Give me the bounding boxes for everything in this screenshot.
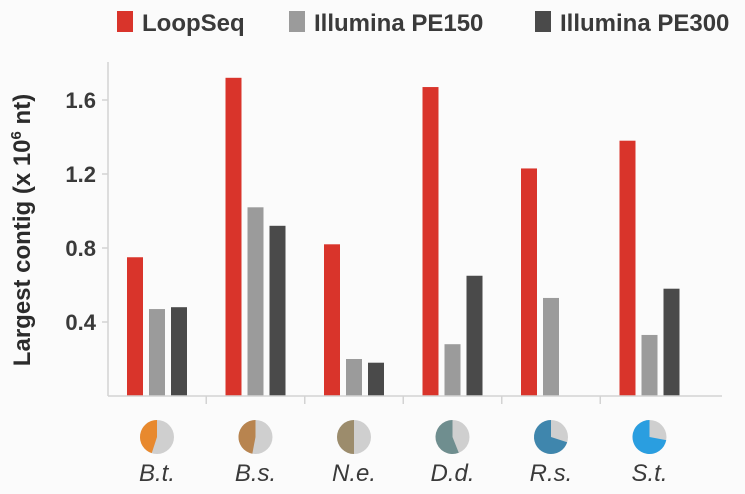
x-tick-label: B.t. <box>139 460 175 487</box>
x-tick-label: R.s. <box>530 460 573 487</box>
legend-label-2: Illumina PE300 <box>560 10 729 37</box>
pie-slice <box>140 420 157 454</box>
bar-Dd-1 <box>444 344 461 396</box>
pie-slice <box>632 420 667 454</box>
y-tick-label: 1.6 <box>65 88 96 113</box>
pie-slice <box>337 420 354 454</box>
x-tick-label: S.t. <box>631 460 667 487</box>
x-tick-label: D.d. <box>430 460 474 487</box>
bar-Ne-1 <box>346 359 362 396</box>
x-tick-label: B.s. <box>235 460 276 487</box>
bar-Ne-0 <box>324 244 340 396</box>
bar-Dd-2 <box>466 275 483 396</box>
pie-slice <box>435 420 459 455</box>
bar-Bt-0 <box>127 257 143 396</box>
legend-swatch-0 <box>117 11 133 32</box>
legend-swatch-1 <box>289 11 305 32</box>
bar-Rs-0 <box>521 168 537 396</box>
legend-label-1: Illumina PE150 <box>314 10 483 37</box>
bar-Bs-1 <box>247 207 264 396</box>
legend-swatch-2 <box>535 11 551 32</box>
bar-Bs-2 <box>269 225 286 396</box>
legend-label-0: LoopSeq <box>142 10 245 37</box>
bar-Dd-0 <box>422 87 439 397</box>
y-axis: 0.4 0.8 1.2 1.6 <box>65 62 109 396</box>
y-tick-label: 0.4 <box>65 310 96 335</box>
bars <box>127 77 680 397</box>
bar-Bt-1 <box>149 309 165 396</box>
pie-slice <box>238 420 256 454</box>
bar-St-1 <box>641 334 658 396</box>
legend: LoopSeq Illumina PE150 Illumina PE300 <box>117 10 729 37</box>
bar-St-2 <box>663 288 680 396</box>
bar-Bt-2 <box>171 307 187 396</box>
bar-Rs-1 <box>543 297 559 396</box>
x-axis: B.t. B.s. N.e. D.d. R.s. S.t. <box>108 395 722 487</box>
bar-Bs-0 <box>225 77 242 397</box>
pie-slice <box>534 420 568 454</box>
y-axis-label: Largest contig (x 106 nt) <box>8 94 36 366</box>
y-tick-label: 0.8 <box>65 236 96 261</box>
y-tick-label: 1.2 <box>65 162 96 187</box>
x-tick-label: N.e. <box>332 460 376 487</box>
bar-St-0 <box>619 140 636 396</box>
bar-Ne-2 <box>368 362 384 396</box>
